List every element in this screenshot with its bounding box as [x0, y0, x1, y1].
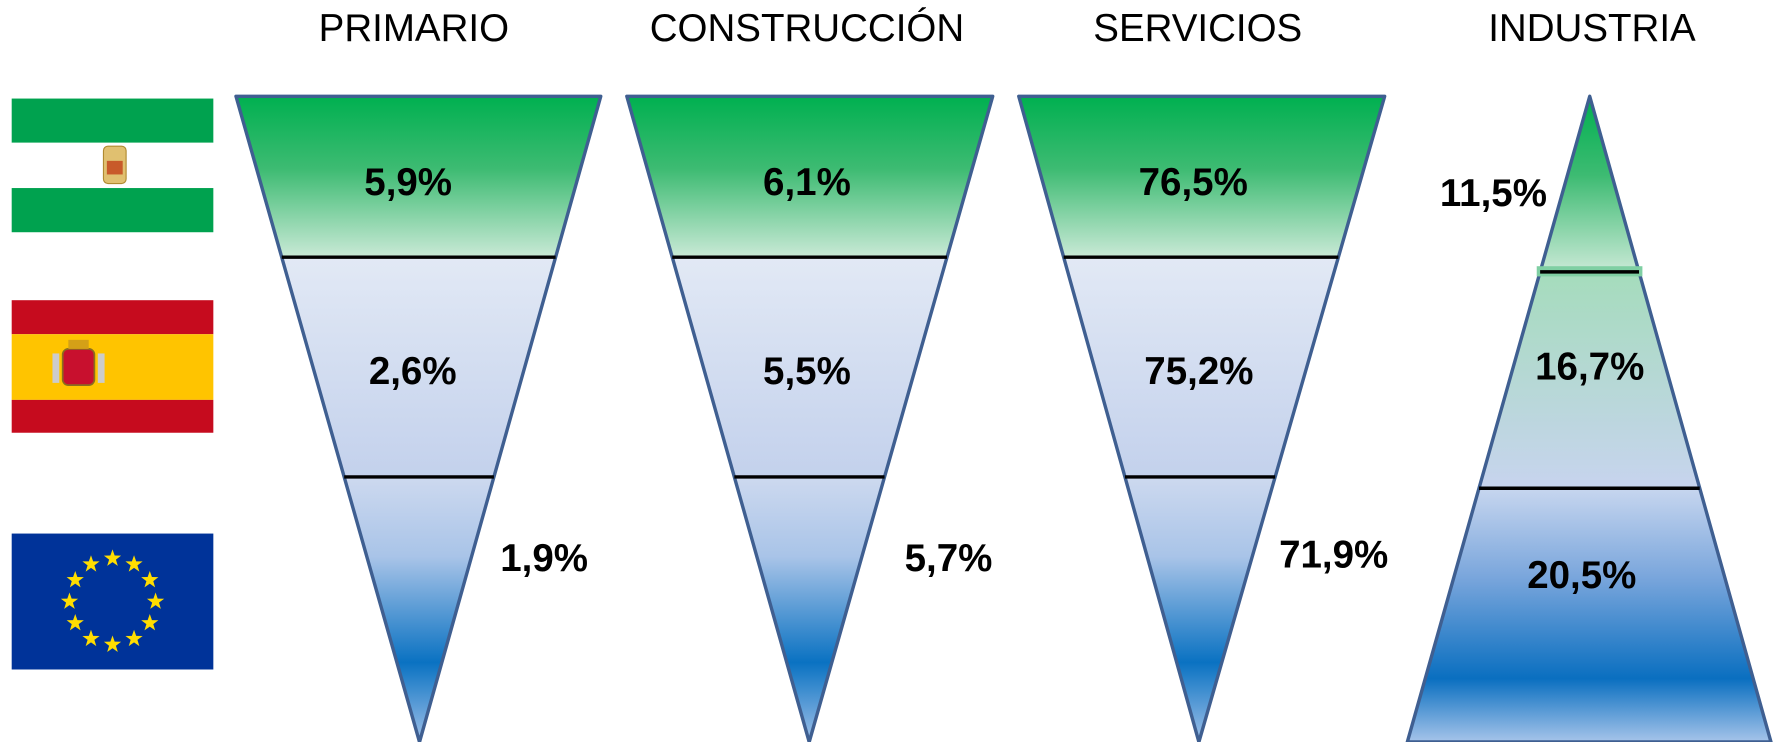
star	[146, 592, 165, 609]
segment	[734, 476, 885, 742]
outline	[625, 94, 995, 742]
segment	[1540, 96, 1640, 272]
value-label: 5,7%	[905, 537, 993, 580]
star	[60, 592, 79, 609]
outline	[1405, 94, 1773, 742]
value-label: 5,5%	[763, 350, 851, 393]
segment	[672, 257, 948, 477]
star	[103, 635, 122, 652]
star	[125, 629, 143, 647]
star	[82, 555, 100, 572]
column-title: INDUSTRIA	[1488, 7, 1696, 50]
segment	[1479, 271, 1700, 489]
star	[141, 570, 159, 588]
value-label: 16,7%	[1535, 345, 1644, 388]
value-label: 11,5%	[1440, 172, 1547, 215]
flag-spain	[11, 300, 214, 433]
star	[66, 570, 84, 588]
flag-andalucia	[11, 98, 214, 233]
outline	[1017, 94, 1387, 742]
segment	[1018, 96, 1385, 258]
star	[103, 549, 122, 566]
segment	[626, 96, 993, 258]
columns: PRIMARIO 5,9% 2,6% 1,9% CONSTRUCCIÓN 6,1% 5,5%…	[234, 7, 1773, 742]
star	[125, 555, 143, 572]
value-label: 2,6%	[369, 350, 457, 393]
star	[141, 613, 159, 631]
column-title: SERVICIOS	[1093, 7, 1302, 50]
segment	[1407, 488, 1771, 742]
column-title: CONSTRUCCIÓN	[650, 7, 964, 50]
value-label: 20,5%	[1527, 554, 1636, 597]
flag-eu	[11, 533, 214, 670]
value-label: 5,9%	[364, 161, 452, 204]
segment	[235, 96, 601, 258]
value-label: 6,1%	[763, 161, 851, 204]
segment	[1124, 476, 1276, 742]
value-label: 76,5%	[1139, 161, 1248, 204]
star	[66, 613, 84, 631]
outline	[234, 94, 603, 742]
column-title: PRIMARIO	[319, 7, 509, 50]
segment	[1063, 257, 1339, 477]
segment	[344, 476, 494, 742]
star	[82, 629, 100, 647]
value-label: 1,9%	[500, 537, 588, 580]
value-label: 75,2%	[1144, 350, 1253, 393]
segment	[281, 257, 556, 477]
value-label: 71,9%	[1279, 534, 1388, 577]
